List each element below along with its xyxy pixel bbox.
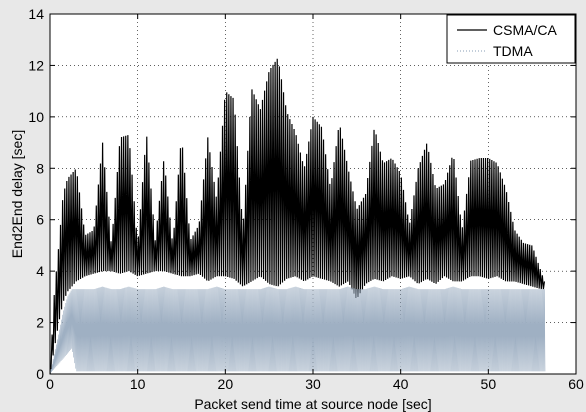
ticks: 0 10 20 30 40 50 60 0 2 4 6 8 10 12 14 (28, 6, 584, 392)
series-layer (49, 58, 546, 375)
series-trace (49, 58, 546, 375)
x-axis-label: Packet send time at source node [sec] (194, 396, 431, 412)
y-tick-label: 14 (28, 6, 44, 22)
y-tick-label: 4 (36, 263, 44, 279)
x-tick-label: 20 (218, 376, 234, 392)
x-tick-label: 10 (130, 376, 146, 392)
y-tick-label: 6 (36, 212, 44, 228)
legend-box (446, 14, 576, 64)
y-tick-label: 2 (36, 315, 44, 331)
x-tick-label: 0 (46, 376, 54, 392)
legend: CSMA/CA TDMA (446, 14, 576, 64)
y-tick-label: 12 (28, 57, 44, 73)
x-tick-label: 50 (481, 376, 497, 392)
x-tick-label: 30 (305, 376, 321, 392)
x-tick-label: 40 (393, 376, 409, 392)
y-tick-label: 8 (36, 160, 44, 176)
y-tick-label: 10 (28, 109, 44, 125)
y-axis-label: End2End delay [sec] (9, 130, 25, 258)
legend-label-tdma: TDMA (493, 43, 533, 59)
x-tick-label: 60 (568, 376, 584, 392)
legend-label-csma-ca: CSMA/CA (493, 22, 557, 38)
y-tick-label: 0 (36, 366, 44, 382)
series-trace (49, 286, 546, 375)
